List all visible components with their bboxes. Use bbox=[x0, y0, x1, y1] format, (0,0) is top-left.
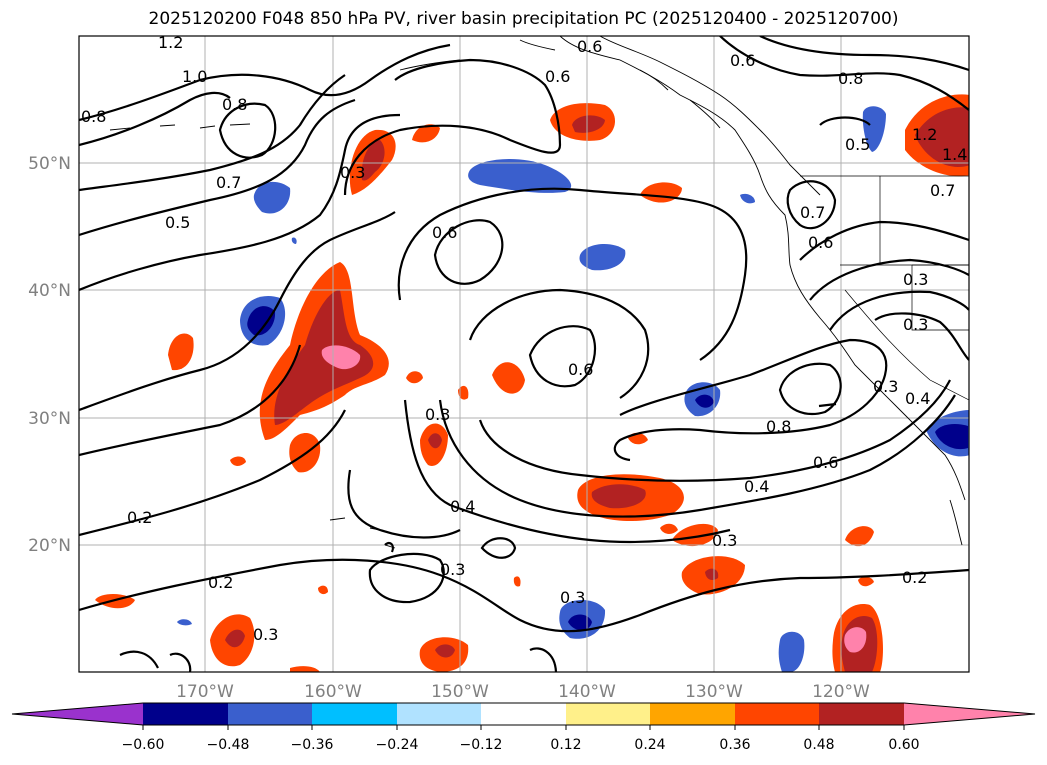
lat-label-20n: 20°N bbox=[28, 536, 71, 556]
colorbar-under-arrow bbox=[12, 703, 143, 725]
contour-label: 0.4 bbox=[450, 497, 475, 516]
pv-contours bbox=[79, 36, 969, 672]
colorbar-tick-label: 0.12 bbox=[550, 737, 581, 753]
colorbar-bin bbox=[650, 703, 735, 725]
contour-label: 0.2 bbox=[208, 573, 233, 592]
colorbar-tick-label: −0.60 bbox=[122, 737, 165, 753]
longitude-labels: 170°W 160°W 150°W 140°W 130°W 120°W bbox=[176, 682, 870, 702]
contour-label: 0.6 bbox=[808, 233, 833, 252]
contour-label: 0.8 bbox=[81, 107, 106, 126]
colorbar-tick-label: 0.48 bbox=[803, 737, 834, 753]
map-area bbox=[79, 36, 969, 672]
contour-label: 1.2 bbox=[912, 125, 937, 144]
contour-label: 0.6 bbox=[813, 453, 838, 472]
precip-shading bbox=[95, 94, 969, 672]
latitude-labels: 50°N 40°N 30°N 20°N bbox=[28, 154, 71, 556]
colorbar-bin bbox=[397, 703, 481, 725]
contour-label: 0.8 bbox=[222, 95, 247, 114]
contour-label: 0.3 bbox=[712, 531, 737, 550]
lon-label-170w: 170°W bbox=[176, 682, 234, 702]
contour-label: 0.3 bbox=[903, 315, 928, 334]
colorbar-bin bbox=[819, 703, 904, 725]
contour-label: 0.5 bbox=[845, 135, 870, 154]
lon-label-140w: 140°W bbox=[558, 682, 616, 702]
lat-label-40n: 40°N bbox=[28, 281, 71, 301]
colorbar-tick-label: 0.60 bbox=[888, 737, 919, 753]
contour-label: 0.6 bbox=[432, 223, 457, 242]
contour-label: 0.2 bbox=[902, 568, 927, 587]
contour-label: 0.7 bbox=[930, 181, 955, 200]
contour-label-group: 1.2 1.0 0.8 0.8 0.7 0.5 0.3 0.6 0.6 0.6 … bbox=[81, 33, 967, 644]
contour-label: 0.4 bbox=[905, 389, 930, 408]
colorbar-bin bbox=[143, 703, 228, 725]
colorbar-tick-label: −0.24 bbox=[376, 737, 419, 753]
colorbar-tick-label: −0.12 bbox=[460, 737, 503, 753]
contour-label: 0.2 bbox=[127, 508, 152, 527]
colorbar-tick-label: 0.24 bbox=[634, 737, 665, 753]
contour-label: 0.3 bbox=[340, 163, 365, 182]
contour-label: 0.3 bbox=[560, 588, 585, 607]
contour-label: 0.3 bbox=[903, 270, 928, 289]
colorbar-over-arrow bbox=[904, 703, 1035, 725]
contour-label: 0.6 bbox=[730, 51, 755, 70]
colorbar-bin bbox=[481, 703, 566, 725]
contour-label: 0.8 bbox=[838, 69, 863, 88]
colorbar-bin bbox=[312, 703, 397, 725]
contour-label: 1.4 bbox=[942, 145, 967, 164]
contour-label: 0.3 bbox=[425, 405, 450, 424]
contour-label: 1.0 bbox=[182, 67, 207, 86]
colorbar-bin bbox=[228, 703, 312, 725]
colorbar: −0.60 −0.48 −0.36 −0.24 −0.12 0.12 0.24 … bbox=[11, 702, 1036, 753]
contour-label: 0.3 bbox=[873, 377, 898, 396]
map-frame bbox=[78, 35, 970, 673]
contour-label: 0.8 bbox=[766, 417, 791, 436]
contour-label: 0.6 bbox=[577, 37, 602, 56]
contour-label: 0.3 bbox=[253, 625, 278, 644]
lon-label-130w: 130°W bbox=[685, 682, 743, 702]
contour-label: 0.6 bbox=[568, 360, 593, 379]
map-title: 2025120200 F048 850 hPa PV, river basin … bbox=[148, 9, 899, 29]
colorbar-bin bbox=[566, 703, 650, 725]
graticule bbox=[79, 36, 969, 672]
contour-label: 0.5 bbox=[165, 213, 190, 232]
contour-label: 1.2 bbox=[158, 33, 183, 52]
colorbar-tick-label: −0.48 bbox=[207, 737, 250, 753]
lat-label-50n: 50°N bbox=[28, 154, 71, 174]
contour-label: 0.4 bbox=[744, 477, 769, 496]
colorbar-tick-label: 0.36 bbox=[719, 737, 750, 753]
lon-label-120w: 120°W bbox=[812, 682, 870, 702]
lon-label-150w: 150°W bbox=[431, 682, 489, 702]
contour-label: 0.3 bbox=[440, 560, 465, 579]
contour-label: 0.7 bbox=[800, 203, 825, 222]
lon-label-160w: 160°W bbox=[304, 682, 362, 702]
colorbar-bin bbox=[735, 703, 819, 725]
contour-label: 0.7 bbox=[216, 173, 241, 192]
colorbar-tick-label: −0.36 bbox=[291, 737, 334, 753]
lat-label-30n: 30°N bbox=[28, 409, 71, 429]
contour-label: 0.6 bbox=[545, 67, 570, 86]
